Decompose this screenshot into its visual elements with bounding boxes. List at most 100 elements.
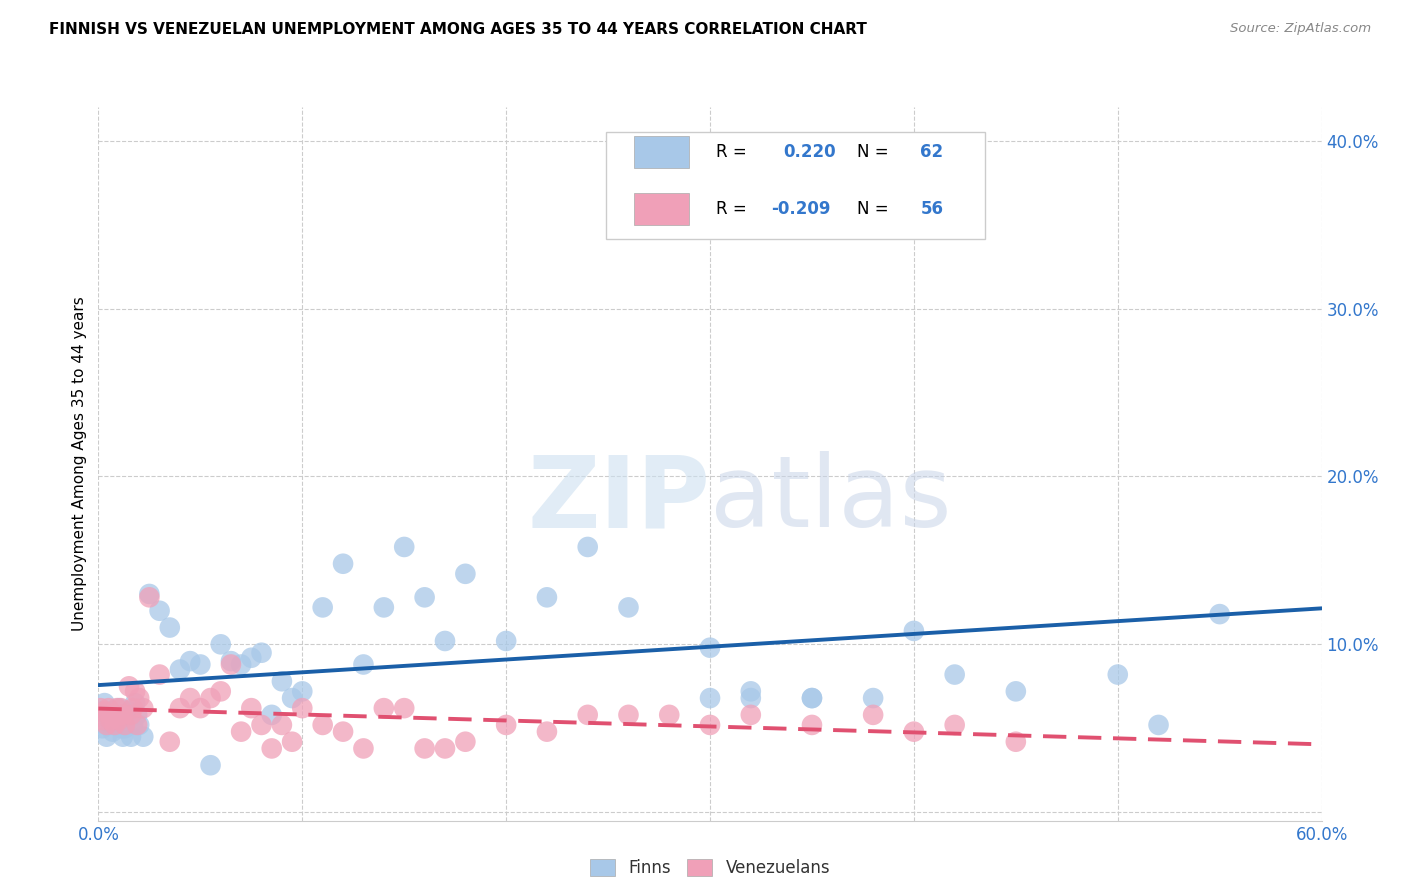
Point: [454, 566, 477, 581]
Text: 56: 56: [921, 200, 943, 218]
Point: [270, 674, 294, 689]
Point: [132, 701, 155, 715]
Point: [352, 741, 374, 756]
Point: [413, 741, 436, 756]
Point: [104, 707, 127, 722]
Point: [943, 667, 966, 681]
Point: [111, 730, 134, 744]
Point: [260, 741, 283, 756]
Point: [188, 701, 212, 715]
Text: -0.209: -0.209: [772, 200, 831, 218]
Point: [124, 696, 146, 710]
Point: [250, 718, 273, 732]
Point: [108, 713, 131, 727]
Text: R =: R =: [716, 143, 752, 161]
Point: [373, 701, 395, 715]
Point: [740, 691, 762, 706]
Text: N =: N =: [856, 143, 894, 161]
FancyBboxPatch shape: [634, 136, 689, 168]
Point: [903, 724, 925, 739]
Point: [101, 724, 124, 739]
Point: [1209, 607, 1232, 621]
Point: [740, 684, 762, 698]
Point: [200, 691, 222, 706]
Point: [1004, 735, 1026, 749]
Point: [903, 624, 925, 638]
Point: [209, 684, 232, 698]
Text: atlas: atlas: [710, 451, 952, 548]
Point: [291, 701, 314, 715]
Point: [240, 701, 263, 715]
Point: [120, 730, 142, 744]
Point: [617, 707, 640, 722]
Point: [93, 705, 115, 719]
Point: [332, 724, 354, 739]
Point: [149, 667, 172, 681]
Point: [89, 701, 111, 715]
Point: [91, 721, 114, 735]
Text: R =: R =: [716, 200, 752, 218]
Point: [159, 621, 181, 635]
Point: [740, 707, 762, 722]
Point: [179, 654, 201, 668]
Point: [352, 657, 374, 672]
Legend: Finns, Venezuelans: Finns, Venezuelans: [583, 852, 837, 884]
Point: [260, 707, 283, 722]
Point: [120, 707, 142, 722]
Point: [200, 758, 222, 772]
Point: [1147, 718, 1170, 732]
Point: [219, 657, 242, 672]
Point: [576, 707, 599, 722]
Point: [495, 718, 517, 732]
Point: [101, 707, 124, 722]
Point: [434, 741, 457, 756]
Point: [105, 701, 128, 715]
Point: [219, 654, 242, 668]
Point: [100, 718, 122, 732]
Point: [862, 691, 884, 706]
Text: 62: 62: [921, 143, 943, 161]
Point: [312, 600, 335, 615]
Point: [454, 735, 477, 749]
Text: Source: ZipAtlas.com: Source: ZipAtlas.com: [1230, 22, 1371, 36]
Point: [801, 691, 824, 706]
Point: [536, 591, 558, 605]
Point: [231, 724, 253, 739]
Point: [1004, 684, 1026, 698]
Point: [97, 701, 120, 715]
Text: FINNISH VS VENEZUELAN UNEMPLOYMENT AMONG AGES 35 TO 44 YEARS CORRELATION CHART: FINNISH VS VENEZUELAN UNEMPLOYMENT AMONG…: [49, 22, 868, 37]
Point: [138, 591, 160, 605]
Point: [209, 637, 232, 651]
Point: [108, 701, 131, 715]
Point: [231, 657, 253, 672]
Point: [188, 657, 212, 672]
Point: [536, 724, 558, 739]
Point: [699, 640, 721, 655]
Point: [413, 591, 436, 605]
Point: [699, 691, 721, 706]
Text: ZIP: ZIP: [527, 451, 710, 548]
Point: [149, 604, 172, 618]
Point: [801, 691, 824, 706]
Point: [110, 721, 132, 735]
Point: [118, 679, 141, 693]
Point: [114, 718, 136, 732]
Point: [281, 735, 304, 749]
Point: [576, 540, 599, 554]
Point: [312, 718, 335, 732]
Point: [658, 707, 681, 722]
Point: [159, 735, 181, 749]
Point: [114, 721, 136, 735]
Point: [128, 718, 150, 732]
Text: N =: N =: [856, 200, 894, 218]
Point: [138, 587, 160, 601]
FancyBboxPatch shape: [606, 132, 986, 239]
Point: [169, 701, 191, 715]
Point: [89, 705, 111, 719]
Point: [93, 696, 115, 710]
Point: [97, 705, 120, 719]
Point: [637, 218, 661, 232]
Point: [91, 713, 114, 727]
Point: [122, 701, 145, 715]
Point: [118, 705, 141, 719]
